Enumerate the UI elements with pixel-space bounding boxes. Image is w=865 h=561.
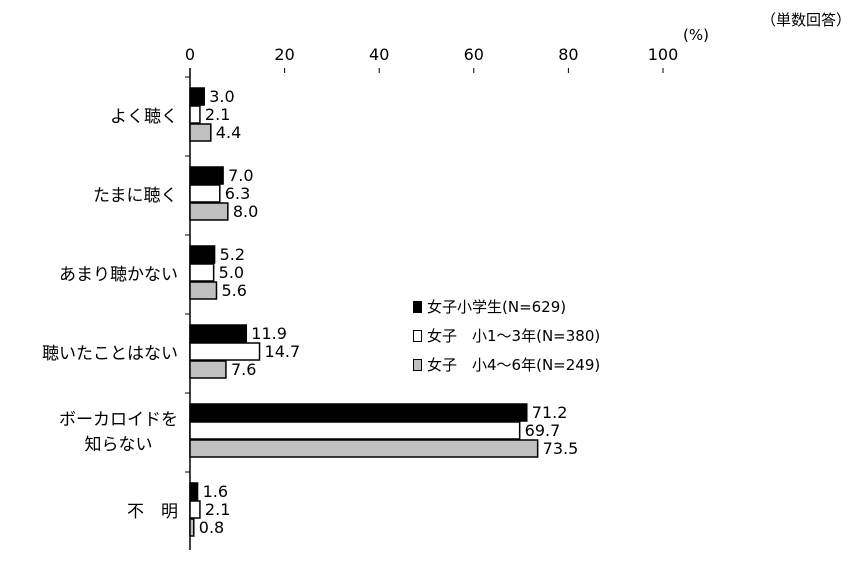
bar [189, 342, 261, 361]
data-label: 0.8 [199, 518, 224, 537]
bar [189, 105, 201, 124]
x-tick-label: 20 [274, 45, 294, 64]
legend-swatch-lower [413, 329, 422, 342]
category-label: よく聴く [110, 102, 178, 127]
response-type-note: （単数回答） [760, 11, 851, 29]
data-label: 7.0 [228, 166, 253, 185]
x-tick-label: 0 [185, 45, 195, 64]
bar [189, 184, 221, 203]
data-label: 4.4 [216, 123, 241, 142]
data-label: 2.1 [205, 105, 230, 124]
legend-swatch-all [413, 300, 422, 313]
x-tick-label: 80 [558, 45, 578, 64]
bar [189, 263, 215, 282]
data-label: 1.6 [203, 482, 228, 501]
category-label: あまり聴かない [59, 260, 178, 285]
category-label-line: 不 明 [127, 501, 178, 522]
data-label: 6.3 [225, 184, 250, 203]
data-label: 11.9 [251, 324, 287, 343]
category-label-line: たまに聴く [93, 185, 178, 206]
bar [189, 245, 216, 264]
bar [189, 403, 528, 422]
bar [189, 360, 227, 379]
bar [189, 202, 229, 221]
data-label: 3.0 [209, 87, 234, 106]
category-label-line: よく聴く [110, 106, 178, 127]
category-label-line: ボーカロイドを [59, 410, 178, 430]
bar [189, 421, 521, 440]
category-label: 聴いたことはない [42, 339, 178, 364]
data-label: 5.6 [221, 281, 246, 300]
data-label: 8.0 [233, 202, 258, 221]
category-label-line: 聴いたことはない [42, 343, 178, 364]
data-label: 2.1 [205, 500, 230, 519]
data-label: 5.0 [219, 263, 244, 282]
data-label: 71.2 [532, 403, 568, 422]
bar [189, 123, 212, 142]
legend-label-all: 女子小学生(N=629) [427, 298, 567, 316]
x-tick-label: 40 [369, 45, 389, 64]
legend-label-upper: 女子 小4～6年(N=249) [427, 356, 601, 374]
unit-label: (%) [683, 26, 709, 44]
bar [189, 281, 218, 300]
legend-item: 女子 小4～6年(N=249) [413, 350, 600, 379]
data-label: 5.2 [220, 245, 245, 264]
bar [189, 324, 248, 343]
data-label: 14.7 [265, 342, 301, 361]
category-label-line: あまり聴かない [59, 264, 178, 285]
legend: 女子小学生(N=629) 女子 小1～3年(N=380) 女子 小4～6年(N=… [413, 292, 600, 379]
category-label: ボーカロイドを 知らない [59, 405, 178, 455]
bar [189, 500, 201, 519]
data-label: 69.7 [525, 421, 561, 440]
bar [189, 439, 539, 458]
data-label: 7.6 [231, 360, 256, 379]
x-tick-label: 100 [648, 45, 679, 64]
legend-label-lower: 女子 小1～3年(N=380) [427, 327, 601, 345]
bar [189, 166, 224, 185]
legend-swatch-upper [413, 358, 422, 371]
data-label: 73.5 [543, 439, 579, 458]
bar [189, 518, 195, 537]
category-label: たまに聴く [93, 181, 178, 206]
legend-item: 女子 小1～3年(N=380) [413, 321, 600, 350]
category-label: 不 明 [127, 497, 178, 522]
legend-item: 女子小学生(N=629) [413, 292, 600, 321]
bar [189, 87, 205, 106]
bar [189, 482, 199, 501]
x-tick-label: 60 [464, 45, 484, 64]
category-label-line: 知らない [84, 435, 153, 455]
